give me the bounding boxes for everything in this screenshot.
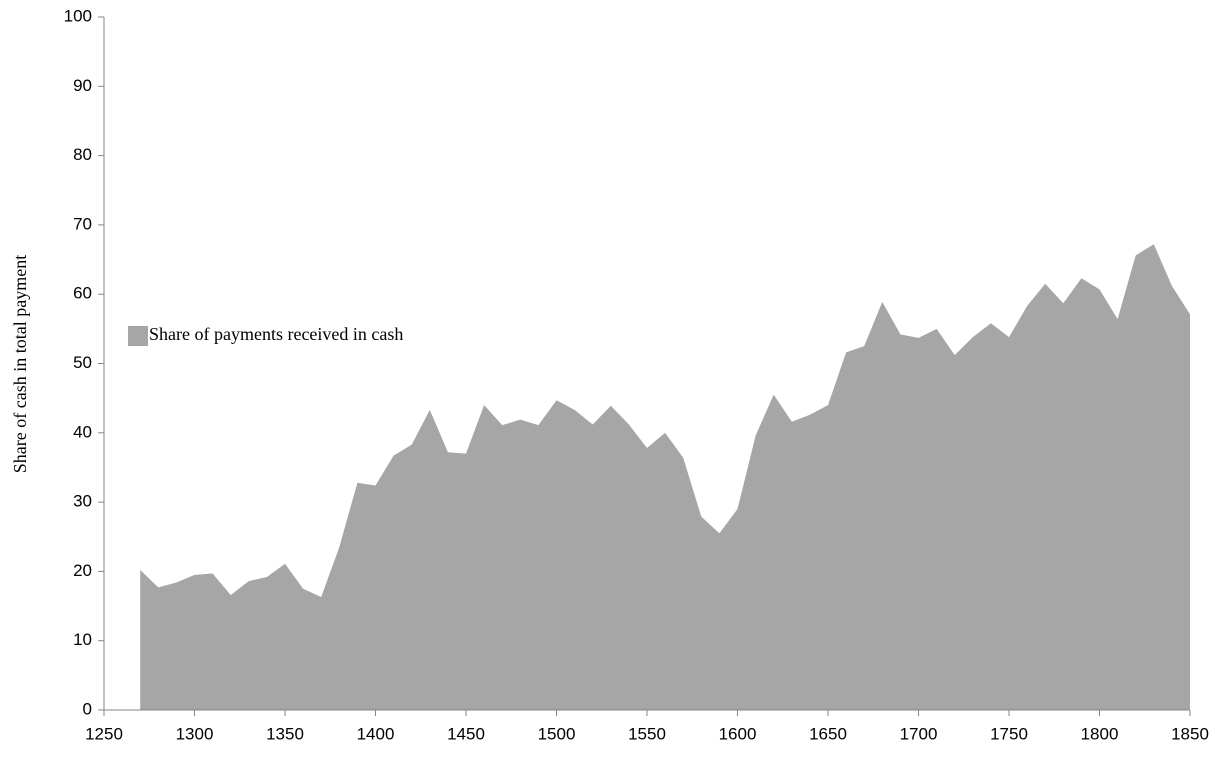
x-tick-label: 1500	[538, 724, 576, 743]
y-tick-label: 40	[73, 422, 92, 441]
y-tick-label: 100	[64, 6, 92, 25]
area	[140, 244, 1191, 710]
x-tick-label: 1300	[176, 724, 214, 743]
y-tick-label: 10	[73, 630, 92, 649]
legend-label: Share of payments received in cash	[149, 324, 403, 344]
x-tick-label: 1650	[809, 724, 847, 743]
x-tick-label: 1700	[900, 724, 938, 743]
y-tick-label: 20	[73, 561, 92, 580]
y-tick-label: 50	[73, 353, 92, 372]
x-tick-label: 1850	[1171, 724, 1209, 743]
y-tick-label: 80	[73, 145, 92, 164]
legend-swatch	[128, 326, 148, 346]
y-tick-label: 30	[73, 492, 92, 511]
x-tick-label: 1350	[266, 724, 304, 743]
y-tick-label: 0	[83, 699, 92, 718]
x-tick-label: 1800	[1081, 724, 1119, 743]
x-tick-label: 1450	[447, 724, 485, 743]
x-tick-label: 1600	[719, 724, 757, 743]
y-axis-label: Share of cash in total payment	[10, 255, 30, 473]
y-tick-label: 90	[73, 76, 92, 95]
x-tick-label: 1250	[85, 724, 123, 743]
x-tick-label: 1400	[357, 724, 395, 743]
x-tick-label: 1550	[628, 724, 666, 743]
y-tick-label: 70	[73, 214, 92, 233]
y-tick-label: 60	[73, 284, 92, 303]
x-tick-label: 1750	[990, 724, 1028, 743]
